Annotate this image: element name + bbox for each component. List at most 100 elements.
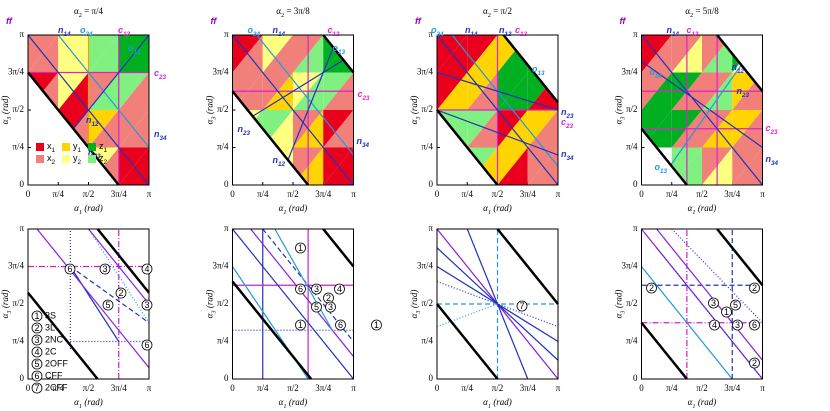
marker-number: 1 bbox=[724, 307, 729, 317]
marker-number: 6 bbox=[338, 320, 343, 330]
subscript: 1 bbox=[692, 209, 695, 216]
text-part: (rad) bbox=[82, 397, 103, 407]
region-label: n12 bbox=[86, 115, 99, 128]
x-tick-label: 0 bbox=[230, 189, 235, 199]
marker-circle bbox=[141, 263, 153, 275]
text-part: o bbox=[128, 43, 134, 53]
marker-circle bbox=[749, 282, 760, 294]
marker-circle bbox=[709, 319, 720, 331]
subscript: 3 bbox=[415, 116, 422, 120]
domain-edge bbox=[640, 127, 688, 186]
marker-number: 6 bbox=[298, 284, 303, 294]
symmetry-line bbox=[69, 266, 120, 342]
subscript: 2 bbox=[104, 159, 108, 166]
y-tick-label: π/4 bbox=[421, 142, 433, 152]
x-axis-title: α1 (rad) bbox=[688, 203, 717, 216]
text-part: c bbox=[561, 117, 566, 127]
region-label: n34 bbox=[154, 129, 167, 142]
x-tick-label: 0 bbox=[26, 383, 31, 393]
symmetry-line bbox=[466, 229, 529, 379]
region-label: n34 bbox=[766, 154, 779, 167]
marker-circle bbox=[334, 283, 345, 295]
x-tick-label: 3π/4 bbox=[724, 189, 741, 199]
x-tick-label: π/4 bbox=[52, 189, 64, 199]
y-tick-label: 0 bbox=[633, 373, 638, 383]
region-label: n34 bbox=[357, 136, 370, 149]
subscript: 2 bbox=[690, 12, 693, 19]
y-tick-label: π bbox=[19, 29, 24, 39]
region-label: o13 bbox=[128, 43, 141, 56]
marker-number: 3 bbox=[102, 264, 107, 274]
subscript: 12 bbox=[505, 31, 513, 38]
text-part: = π/2 bbox=[491, 6, 512, 16]
domain-edge bbox=[436, 303, 499, 380]
y-axis-title: α3 (rad) bbox=[409, 290, 422, 319]
text-part: c bbox=[328, 25, 333, 35]
x-tick-label: π/4 bbox=[257, 383, 269, 393]
region-label: c23 bbox=[766, 123, 779, 136]
subscript: 2 bbox=[79, 12, 82, 19]
region-label: ff bbox=[211, 16, 218, 26]
y-tick-label: π/4 bbox=[217, 142, 229, 152]
text-part: (rad) bbox=[491, 397, 512, 407]
marker-circle bbox=[311, 283, 322, 295]
subscript: 34 bbox=[771, 160, 779, 167]
text-part: o bbox=[80, 25, 86, 35]
subscript: 3 bbox=[210, 310, 217, 314]
y-tick-label: π/2 bbox=[626, 298, 638, 308]
marker-circle bbox=[295, 319, 306, 331]
y-tick-label: π bbox=[428, 29, 433, 39]
subscript: 13 bbox=[660, 168, 668, 175]
x-axis-title: α1 (rad) bbox=[74, 397, 103, 410]
region bbox=[88, 35, 119, 73]
marker-circle bbox=[295, 242, 306, 254]
symmetry-line bbox=[656, 229, 763, 361]
marker-circle bbox=[732, 319, 743, 331]
y-tick-label: π/2 bbox=[217, 298, 229, 308]
y-tick-label: π bbox=[633, 29, 638, 39]
domain-edge bbox=[322, 34, 355, 74]
marker-number: 1 bbox=[374, 320, 379, 330]
subscript: 1 bbox=[52, 147, 56, 154]
subscript: 12 bbox=[92, 121, 100, 128]
x-tick-label: 0 bbox=[230, 383, 235, 393]
text-part: ff bbox=[211, 16, 218, 26]
region bbox=[437, 147, 468, 185]
text-part: (rad) bbox=[82, 203, 103, 213]
marker-circle bbox=[335, 319, 346, 331]
text-part: z bbox=[99, 153, 104, 163]
legend-swatch bbox=[88, 155, 96, 163]
subscript: 1 bbox=[79, 209, 82, 216]
text-part: o bbox=[248, 25, 254, 35]
y-axis-title: α3 (rad) bbox=[0, 290, 13, 319]
marker-circle bbox=[99, 263, 111, 275]
subscript: 23 bbox=[770, 129, 779, 136]
text-part: α bbox=[205, 313, 215, 318]
marker-number: 6 bbox=[144, 340, 149, 350]
subscript: 24 bbox=[436, 31, 445, 38]
y-tick-label: π/2 bbox=[217, 104, 229, 114]
boundary-line bbox=[641, 60, 763, 148]
y-tick-label: 0 bbox=[429, 373, 434, 383]
y-tick-label: π bbox=[224, 29, 229, 39]
subscript: 23 bbox=[93, 153, 102, 160]
region-label: n14 bbox=[667, 25, 680, 38]
legend-circle bbox=[31, 382, 43, 394]
text-part: (rad) bbox=[287, 397, 308, 407]
plot-frame bbox=[232, 228, 354, 380]
subscript: 3 bbox=[619, 310, 626, 314]
subscript: 2 bbox=[281, 12, 284, 19]
x-axis-title: α1 (rad) bbox=[688, 397, 717, 410]
marker-circle bbox=[749, 319, 760, 331]
subscript: 3 bbox=[6, 310, 13, 314]
region bbox=[118, 72, 149, 110]
text-part: n bbox=[561, 149, 567, 159]
y-tick-label: 3π/4 bbox=[212, 261, 229, 271]
text-part: n bbox=[88, 147, 94, 157]
text-part: (rad) bbox=[0, 96, 10, 117]
legend-label: 2OFF bbox=[45, 358, 69, 368]
region-label: o13 bbox=[655, 162, 668, 175]
text-part: c bbox=[154, 68, 159, 78]
subscript: 3 bbox=[619, 116, 626, 120]
legend-label: x2 bbox=[47, 153, 56, 166]
